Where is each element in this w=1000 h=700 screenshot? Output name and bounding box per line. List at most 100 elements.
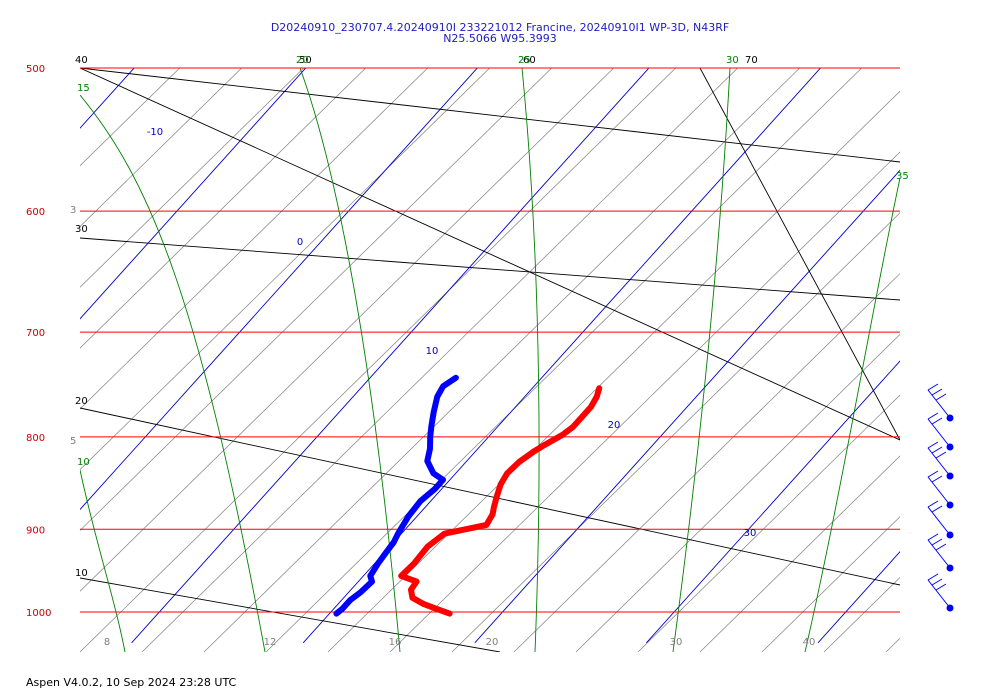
mixing-ratio-label: 3 — [70, 205, 76, 216]
mixing-ratio-line — [80, 68, 676, 652]
wind-barb — [927, 470, 954, 509]
moist-adiabat-label: 15 — [77, 83, 90, 94]
mixing-ratio-line — [575, 333, 900, 652]
isotherm-line — [990, 36, 1000, 643]
moist-adiabat-line — [521, 68, 540, 652]
wind-barb-staff — [927, 506, 951, 536]
temperature-tick-label: 12 — [264, 637, 277, 648]
pressure-tick-label: 900 — [26, 525, 45, 536]
wind-barb — [927, 383, 954, 422]
moist-adiabat-line — [804, 177, 900, 652]
wind-barb-flag — [935, 451, 947, 459]
footer-version: Aspen V4.0.2, 10 Sep 2024 23:28 UTC — [26, 676, 237, 689]
mixing-ratio-line — [513, 273, 900, 652]
mixing-ratio-line — [80, 68, 304, 288]
mixing-ratio-line — [80, 68, 180, 167]
temperature-tick-label: 30 — [670, 637, 683, 648]
isotherm-label: 0 — [297, 237, 303, 248]
pressure-tick-label: 800 — [26, 433, 45, 444]
dry-adiabat-label: 10 — [75, 568, 88, 579]
mixing-ratio-line — [389, 151, 900, 652]
mixing-ratio-line — [80, 68, 490, 471]
wind-barb-staff — [927, 476, 951, 506]
dry-adiabat-line — [80, 237, 900, 301]
dry-adiabat-line — [80, 577, 501, 652]
dry-adiabat-line — [699, 68, 900, 441]
wind-barb-flag — [927, 533, 939, 541]
wind-barb-staff — [927, 539, 951, 569]
temperature-trace — [398, 385, 603, 617]
dry-adiabat-label: 20 — [75, 396, 88, 407]
wind-barb-flag — [935, 543, 947, 551]
wind-barb-flag — [931, 505, 943, 513]
pressure-tick-label: 500 — [26, 64, 45, 75]
mixing-ratio-line — [80, 68, 242, 227]
isotherm-label: 10 — [426, 346, 439, 357]
wind-barb-flag — [927, 573, 939, 581]
isotherm-line — [646, 360, 900, 644]
wind-barb-staff — [927, 418, 951, 448]
dry-adiabat-label: 30 — [75, 224, 88, 235]
mixing-ratio-line — [761, 516, 900, 652]
temperature-tick-label: 20 — [486, 637, 499, 648]
wind-barb-flag — [931, 446, 943, 454]
wind-barb-staff — [927, 579, 951, 609]
wind-barb — [927, 573, 954, 612]
dry-adiabat-label: 50 — [299, 55, 312, 66]
moist-adiabat-label: 10 — [77, 457, 90, 468]
wind-barb — [927, 412, 954, 451]
wind-barb-flag — [931, 388, 943, 396]
mixing-ratio-line — [637, 394, 900, 652]
mixing-ratio-line — [823, 577, 900, 652]
wind-barb — [927, 533, 954, 572]
moist-adiabat-label: 30 — [726, 55, 739, 66]
dry-adiabat-label: 70 — [745, 55, 758, 66]
mixing-ratio-line — [327, 90, 900, 652]
mixing-ratio-line — [203, 68, 800, 652]
chart-title: D20240910_230707.4.20240910I 233221012 F… — [0, 22, 1000, 44]
isotherm-label: 30 — [744, 528, 757, 539]
mixing-ratio-line — [80, 68, 614, 592]
moist-adiabat-line — [299, 68, 401, 652]
moist-adiabat-line — [80, 94, 266, 652]
title-line-2: N25.5066 W95.3993 — [443, 32, 557, 45]
mixing-ratio-line — [265, 68, 862, 652]
isotherm-line — [474, 169, 900, 644]
wind-barb-flag — [935, 583, 947, 591]
wind-barb-flag — [931, 417, 943, 425]
dry-adiabat-line — [80, 407, 900, 586]
temperature-tick-label: 8 — [104, 637, 110, 648]
dry-adiabat-line — [80, 68, 900, 163]
moist-adiabat-label: 35 — [896, 171, 909, 182]
mixing-ratio-line — [699, 455, 900, 652]
isotherm-line — [131, 68, 650, 644]
wind-barb-flag — [927, 500, 939, 508]
plot-area — [80, 36, 1000, 652]
wind-barb-flag — [927, 441, 939, 449]
title-line-1: D20240910_230707.4.20240910I 233221012 F… — [270, 21, 730, 34]
wind-barb-flag — [935, 393, 947, 401]
wind-barb — [927, 441, 954, 480]
mixing-ratio-line — [141, 68, 738, 652]
wind-barb-flag — [931, 538, 943, 546]
pressure-tick-label: 1000 — [26, 608, 51, 619]
mixing-ratio-line — [451, 212, 900, 652]
wind-barb — [927, 500, 954, 539]
temperature-tick-label: 40 — [803, 637, 816, 648]
wind-barb-flag — [927, 383, 939, 391]
wind-barb-flag — [927, 412, 939, 420]
wind-barb-flag — [931, 578, 943, 586]
dewpoint-trace — [333, 374, 459, 617]
moist-adiabat-line — [672, 68, 731, 652]
moist-adiabat-line — [80, 469, 126, 652]
isotherm-label: 20 — [608, 420, 621, 431]
mixing-ratio-line — [80, 68, 366, 349]
moist-adiabat-label: 25 — [518, 55, 531, 66]
pressure-tick-label: 700 — [26, 328, 45, 339]
isotherm-line — [80, 68, 135, 129]
isotherm-line — [80, 68, 307, 320]
mixing-ratio-line — [885, 637, 900, 652]
isotherm-label: -10 — [147, 127, 163, 138]
isotherm-line — [80, 68, 478, 511]
